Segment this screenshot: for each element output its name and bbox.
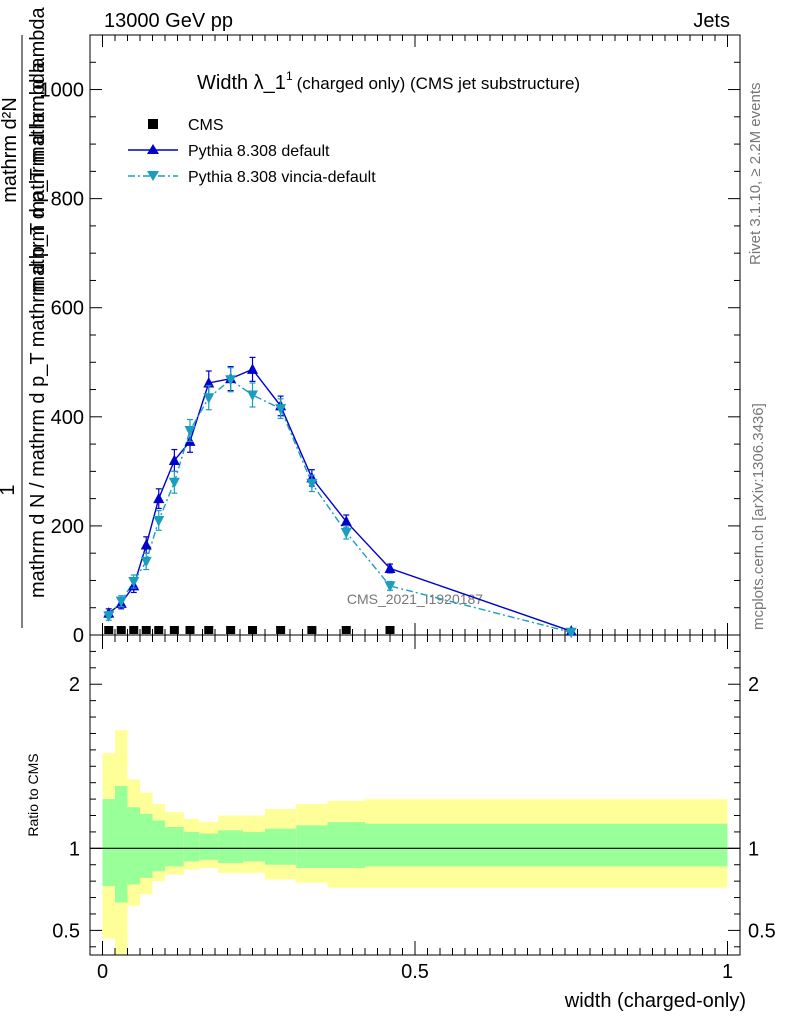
data-point-pythia-vincia — [384, 581, 396, 592]
y-label-denominator: mathrm d N / mathrm d p_T mathrm d p_T m… — [27, 61, 49, 598]
data-point-cms — [169, 626, 179, 634]
data-point-pythia-vincia — [115, 596, 127, 608]
ratio-y-tick-label: 0.5 — [52, 920, 80, 942]
ratio-y-tick-label: 1 — [69, 838, 80, 860]
data-point-cms — [104, 626, 114, 634]
header-right-label: Jets — [693, 10, 730, 32]
ratio-inner-band-bin — [140, 813, 153, 878]
legend-marker-pythia-default — [147, 144, 159, 154]
y-label-numerator-bottom: mathrm d p_T mathrm d lambda — [27, 6, 49, 292]
y-label-numerator-top: mathrm d²N — [0, 97, 21, 203]
ratio-inner-band-bin — [199, 833, 219, 860]
main-y-tick-label: 600 — [51, 298, 84, 320]
data-point-cms — [307, 626, 317, 634]
main-y-tick-label: 1000 — [40, 80, 85, 102]
data-point-pythia-default — [340, 515, 352, 527]
series-line-2 — [108, 378, 572, 633]
ratio-inner-band-bin — [115, 785, 128, 903]
ratio-inner-band-bin — [127, 807, 140, 885]
ratio-y-tick-label-right: 1 — [748, 838, 759, 860]
data-point-pythia-vincia — [103, 611, 115, 622]
series-line-1 — [108, 368, 572, 632]
ratio-inner-band-bin — [152, 820, 165, 872]
x-tick-label: 1 — [722, 961, 733, 983]
legend: CMS Pythia 8.308 default Pythia 8.308 vi… — [128, 117, 376, 186]
plot-title: Width λ_11 (charged only) (CMS jet substr… — [197, 69, 580, 94]
data-point-cms — [276, 626, 286, 634]
legend-label-pythia-vincia: Pythia 8.308 vincia-default — [188, 169, 376, 186]
data-point-pythia-vincia — [340, 527, 352, 539]
data-point-pythia-default — [140, 539, 152, 550]
ratio-inner-band-bin — [165, 827, 184, 867]
data-point-pythia-default — [168, 454, 180, 465]
ratio-inner-band-bin — [296, 825, 328, 869]
data-point-pythia-vincia — [168, 477, 180, 489]
main-y-axis: 0 200 400 600 800 1000 — [40, 34, 740, 647]
series-points — [103, 356, 577, 639]
analysis-watermark: CMS_2021_I1920187 — [347, 591, 483, 607]
main-y-tick-label: 0 — [73, 625, 84, 647]
ratio-x-axis: 0 0.5 1 — [97, 635, 733, 983]
data-point-pythia-vincia — [225, 375, 237, 386]
ratio-inner-band-bin — [415, 823, 728, 867]
ratio-y-tick-label-right: 2 — [748, 674, 759, 696]
series-lines — [108, 368, 572, 633]
main-y-axis-label: mathrm d²N 1 mathrm d p_T mathrm d lambd… — [0, 6, 49, 628]
header-left-label: 13000 GeV pp — [104, 10, 233, 32]
source-label: mcplots.cern.ch [arXiv:1306.3436] — [750, 403, 767, 630]
data-point-pythia-default — [247, 363, 258, 374]
data-point-pythia-vincia — [565, 627, 577, 639]
ratio-inner-band-bin — [102, 799, 115, 887]
y-label-numerator-one: 1 — [0, 484, 19, 495]
x-tick-label: 0.5 — [401, 961, 429, 983]
ratio-y-tick-label-right: 0.5 — [748, 920, 776, 942]
legend-label-pythia-default: Pythia 8.308 default — [188, 143, 330, 160]
main-y-tick-label: 800 — [51, 189, 84, 211]
main-x-ticks — [102, 35, 728, 635]
ratio-y-tick-label: 2 — [69, 674, 80, 696]
x-axis-label: width (charged-only) — [564, 990, 746, 1012]
data-point-pythia-vincia — [184, 425, 196, 437]
data-point-cms — [116, 626, 126, 634]
data-point-pythia-vincia — [275, 404, 287, 415]
ratio-inner-band-bin — [265, 828, 297, 865]
data-point-pythia-vincia — [203, 393, 215, 404]
data-point-pythia-vincia — [306, 478, 318, 490]
data-point-pythia-vincia — [247, 390, 258, 401]
data-point-cms — [204, 626, 214, 634]
data-point-cms — [185, 626, 195, 634]
data-point-pythia-default — [384, 562, 396, 573]
data-point-cms — [248, 626, 257, 634]
data-point-cms — [154, 626, 164, 634]
ratio-inner-band-bin — [218, 830, 244, 864]
rivet-version-label: Rivet 3.1.10, ≥ 2.2M events — [747, 83, 764, 266]
data-point-cms — [141, 626, 151, 634]
data-point-cms — [129, 626, 139, 634]
data-point-pythia-default — [153, 492, 165, 504]
legend-marker-cms — [148, 119, 158, 129]
data-point-cms — [226, 626, 236, 634]
ratio-bands — [90, 730, 740, 955]
ratio-y-axis: 0.5 0.5 1 1 2 2 — [52, 650, 776, 948]
ratio-y-axis-label: Ratio to CMS — [25, 753, 41, 836]
ratio-plot-frame — [89, 634, 741, 956]
data-point-pythia-vincia — [140, 556, 152, 568]
ratio-inner-band-bin — [183, 831, 200, 862]
ratio-inner-band-bin — [243, 831, 265, 862]
data-point-cms — [385, 626, 395, 634]
data-point-pythia-default — [203, 377, 215, 388]
x-tick-label: 0 — [97, 961, 108, 983]
main-y-tick-label: 400 — [51, 407, 84, 429]
ratio-inner-band-bin — [327, 822, 365, 869]
legend-label-cms: CMS — [188, 117, 224, 134]
data-point-pythia-vincia — [128, 577, 140, 588]
ratio-inner-band-bin — [365, 823, 415, 867]
legend-marker-pythia-vincia — [147, 171, 159, 181]
data-point-cms — [341, 626, 351, 634]
main-y-tick-label: 200 — [51, 516, 84, 538]
data-point-pythia-vincia — [153, 515, 165, 527]
